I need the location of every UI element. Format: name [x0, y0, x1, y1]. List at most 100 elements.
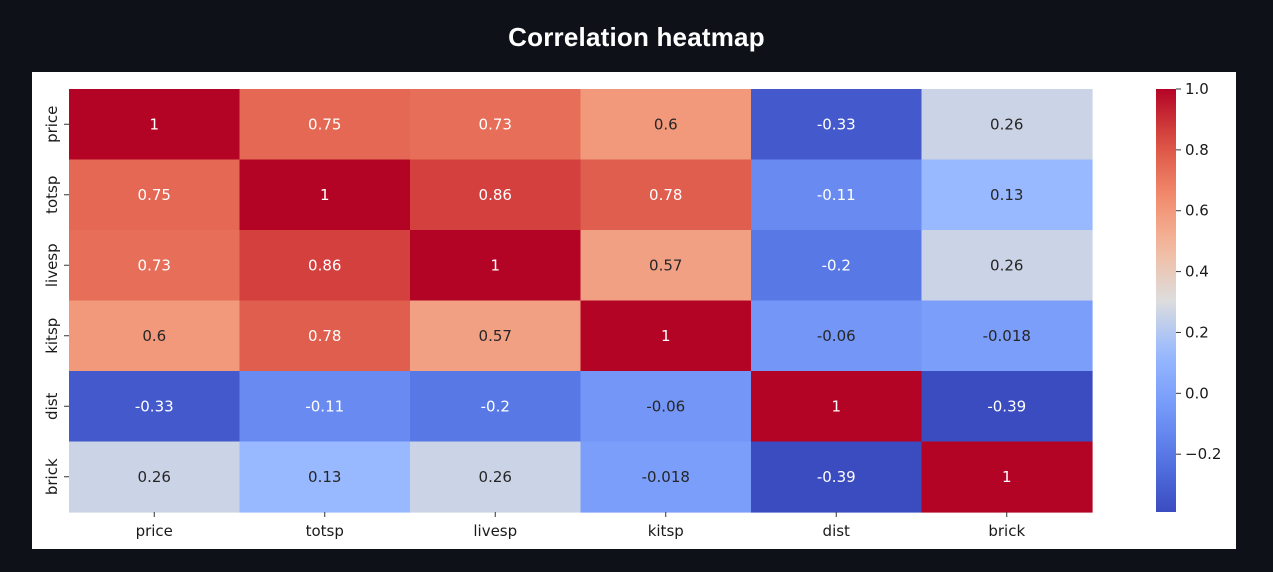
heatmap-cell	[239, 159, 411, 231]
cell-annotation: 0.13	[990, 186, 1023, 204]
heatmap-cell	[580, 89, 752, 161]
heatmap-chart: 1 0.75 0.73 0.6 -0.33 0.26 0.75 1 0.86 0.78 -0.11 0…	[43, 80, 1221, 540]
colorbar-tick-label: 0.0	[1185, 384, 1209, 402]
cell-annotation: 0.86	[479, 186, 512, 204]
heatmap-cell	[69, 441, 241, 513]
chart-figure: 1 0.75 0.73 0.6 -0.33 0.26 0.75 1 0.86 0.78 -0.11 0…	[32, 72, 1236, 549]
colorbar: 1.0 0.8 0.6 0.4 0.2 0.0 −0.2	[1156, 80, 1221, 512]
y-tick-label: livesp	[43, 243, 61, 287]
heatmap-cell	[410, 159, 582, 231]
heatmap-cell	[921, 159, 1093, 231]
heatmap-cell	[410, 441, 582, 513]
cell-annotation: 0.73	[138, 256, 171, 274]
cell-annotation: 0.75	[138, 186, 171, 204]
heatmap-annotations: 1 0.75 0.73 0.6 -0.33 0.26 0.75 1 0.86 0.78 -0.11 0…	[135, 115, 1031, 486]
cell-annotation: 0.6	[654, 115, 678, 133]
cell-annotation: 0.57	[649, 256, 682, 274]
heatmap-cell	[751, 230, 923, 302]
heatmap-cell	[239, 441, 411, 513]
colorbar-gradient	[1156, 89, 1176, 512]
colorbar-tick-label: 0.4	[1185, 263, 1209, 281]
heatmap-cell	[69, 300, 241, 372]
heatmap-cells	[69, 89, 1093, 513]
heatmap-cell	[751, 441, 923, 513]
y-tick-label: brick	[43, 458, 61, 495]
heatmap-cell	[580, 441, 752, 513]
x-tick-label: dist	[823, 522, 851, 540]
heatmap-cell	[239, 371, 411, 443]
heatmap-cell	[580, 371, 752, 443]
colorbar-tick-label: −0.2	[1185, 445, 1221, 463]
heatmap-cell	[921, 441, 1093, 513]
heatmap-cell	[921, 300, 1093, 372]
y-tick-label: price	[43, 106, 61, 143]
cell-annotation: -0.018	[983, 327, 1031, 345]
cell-annotation: 0.57	[479, 327, 512, 345]
heatmap-cell	[69, 371, 241, 443]
heatmap-cell	[921, 371, 1093, 443]
colorbar-tick-label: 0.8	[1185, 141, 1209, 159]
heatmap-cell	[751, 89, 923, 161]
heatmap-cell	[239, 300, 411, 372]
heatmap-cell	[69, 159, 241, 231]
x-tick-label: totsp	[306, 522, 344, 540]
heatmap-cell	[580, 230, 752, 302]
y-axis: price totsp livesp kitsp dist brick	[43, 106, 69, 495]
cell-annotation: 0.26	[990, 115, 1023, 133]
cell-annotation: -0.39	[987, 397, 1026, 415]
x-tick-label: brick	[988, 522, 1025, 540]
cell-annotation: 1	[149, 115, 159, 133]
x-tick-label: livesp	[473, 522, 517, 540]
cell-annotation: 0.26	[479, 468, 512, 486]
cell-annotation: 1	[661, 327, 671, 345]
cell-annotation: -0.06	[646, 397, 685, 415]
cell-annotation: 0.73	[479, 115, 512, 133]
cell-annotation: 0.86	[308, 256, 341, 274]
cell-annotation: 0.75	[308, 115, 341, 133]
cell-annotation: -0.11	[817, 186, 856, 204]
cell-annotation: 0.78	[308, 327, 341, 345]
cell-annotation: 1	[831, 397, 841, 415]
y-tick-label: kitsp	[43, 318, 61, 354]
heatmap-cell	[239, 230, 411, 302]
heatmap-cell	[751, 371, 923, 443]
cell-annotation: 1	[490, 256, 500, 274]
cell-annotation: -0.2	[822, 256, 851, 274]
colorbar-tick-label: 1.0	[1185, 80, 1209, 98]
cell-annotation: -0.06	[817, 327, 856, 345]
colorbar-tick-label: 0.2	[1185, 323, 1209, 341]
cell-annotation: -0.018	[642, 468, 690, 486]
heatmap-cell	[69, 230, 241, 302]
heatmap-cell	[69, 89, 241, 161]
colorbar-tick-label: 0.6	[1185, 202, 1209, 220]
heatmap-cell	[239, 89, 411, 161]
cell-annotation: -0.11	[305, 397, 344, 415]
cell-annotation: 0.26	[990, 256, 1023, 274]
cell-annotation: -0.2	[481, 397, 510, 415]
heatmap-cell	[751, 159, 923, 231]
cell-annotation: -0.39	[817, 468, 856, 486]
cell-annotation: -0.33	[135, 397, 174, 415]
cell-annotation: 0.13	[308, 468, 341, 486]
heatmap-cell	[410, 89, 582, 161]
heatmap-cell	[751, 300, 923, 372]
heatmap-cell	[410, 371, 582, 443]
y-tick-label: dist	[43, 392, 61, 420]
heatmap-cell	[410, 300, 582, 372]
cell-annotation: 0.78	[649, 186, 682, 204]
cell-annotation: -0.33	[817, 115, 856, 133]
y-tick-label: totsp	[43, 176, 61, 214]
cell-annotation: 1	[320, 186, 330, 204]
x-axis: price totsp livesp kitsp dist brick	[136, 512, 1025, 540]
x-tick-label: kitsp	[648, 522, 684, 540]
cell-annotation: 0.26	[138, 468, 171, 486]
heatmap-cell	[921, 230, 1093, 302]
x-tick-label: price	[136, 522, 173, 540]
heatmap-cell	[921, 89, 1093, 161]
heatmap-cell	[410, 230, 582, 302]
page-title: Correlation heatmap	[508, 22, 765, 52]
cell-annotation: 1	[1002, 468, 1012, 486]
heatmap-cell	[580, 159, 752, 231]
heatmap-cell	[580, 300, 752, 372]
cell-annotation: 0.6	[142, 327, 166, 345]
